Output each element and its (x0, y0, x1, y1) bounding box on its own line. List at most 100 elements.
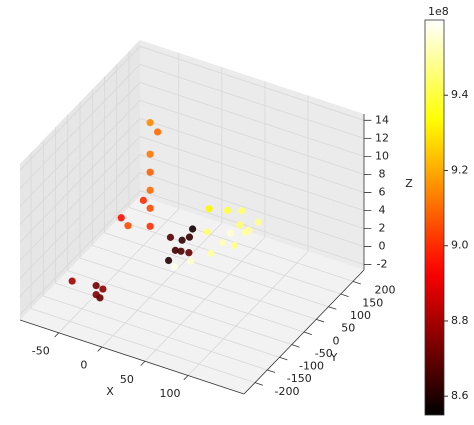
scatter-point (236, 221, 244, 229)
colorbar (424, 19, 445, 416)
scatter-point (241, 228, 249, 236)
scatter-point (68, 277, 76, 285)
scatter-point (223, 206, 232, 215)
scatter-point (178, 236, 186, 244)
scatter-point (124, 222, 132, 230)
scatter-point (230, 241, 238, 250)
y-tick-label: -100 (299, 360, 324, 373)
scatter-point (177, 247, 185, 255)
grid-line (139, 82, 365, 157)
y-tick (254, 382, 263, 386)
y-tick-label: 150 (362, 296, 383, 309)
grid-line (19, 100, 141, 225)
grid-line (139, 63, 365, 139)
x-tick (140, 360, 146, 366)
grid-line (19, 46, 141, 171)
scatter-point (203, 228, 211, 236)
scatter-point (171, 263, 179, 271)
grid-line (43, 295, 268, 371)
grid-line (19, 172, 141, 297)
scatter-point (146, 150, 154, 158)
colorbar-tick-label: 8.8 (451, 314, 469, 327)
x-tick-label: -50 (32, 344, 50, 357)
y-tick (303, 331, 312, 335)
y-tick (352, 281, 361, 285)
z-tick-label: 8 (379, 167, 386, 180)
grid-line (19, 154, 141, 279)
scatter-point (99, 285, 107, 293)
scatter-point (254, 218, 262, 226)
y-tick (267, 369, 276, 373)
colorbar-tick-label: 8.6 (451, 389, 469, 402)
y-tick-label: 0 (333, 334, 340, 347)
x-tick-label: 100 (160, 387, 181, 400)
x-tick (183, 375, 189, 381)
z-tick-label: 6 (379, 185, 386, 198)
grid-line (19, 64, 141, 189)
scatter-point (238, 207, 246, 215)
scatter-point (185, 249, 193, 257)
grid-line (128, 207, 354, 282)
scatter-point (146, 119, 154, 127)
grid-line (67, 270, 292, 346)
scatter-point (117, 214, 125, 222)
scatter-point (153, 128, 162, 136)
y-axis-line (243, 269, 365, 395)
y-tick-label: 100 (350, 309, 371, 322)
z-tick-label: 12 (375, 131, 389, 144)
grid-line (30, 308, 256, 383)
grid-line (19, 190, 141, 315)
axes-panes (19, 40, 372, 395)
scatter-point (187, 257, 195, 265)
x-axis-label: X (106, 385, 114, 398)
scatter-point (185, 233, 194, 241)
scatter-point (171, 246, 179, 254)
scatter-point (205, 205, 213, 213)
colorbar-tick-label: 9.2 (451, 163, 469, 176)
scatter-point (146, 222, 154, 230)
z-tick-label: -2 (377, 258, 388, 271)
y-axis-label: Y (330, 351, 338, 364)
x-tick-label: 50 (120, 373, 134, 386)
scatter-point (146, 168, 154, 176)
grid-line (139, 136, 365, 211)
colorbar-tick-label: 9.0 (451, 239, 469, 252)
y-tick-label: -150 (287, 372, 312, 385)
grid-line (19, 136, 141, 261)
scatter-point (219, 239, 227, 247)
y-tick-label: 50 (341, 322, 355, 335)
y-tick-label: -200 (275, 385, 300, 398)
grid-line (139, 118, 365, 193)
scatter-point (188, 225, 197, 233)
grid-line (139, 45, 365, 121)
grid-line (92, 244, 317, 320)
y-tick (340, 293, 349, 298)
grid-line (79, 257, 305, 333)
z-tick-label: 0 (379, 240, 386, 253)
scatter-point (166, 233, 175, 241)
scatter-point (146, 186, 154, 194)
y-tick (328, 306, 337, 310)
y-tick (316, 318, 325, 323)
grid-line (139, 154, 365, 229)
scatter-point (165, 256, 173, 265)
z-tick-label: 2 (379, 222, 386, 235)
z-tick-label: 14 (375, 113, 389, 126)
y-tick-label: 200 (374, 284, 395, 297)
grid-line (139, 172, 365, 247)
scatter-point (226, 229, 235, 237)
scatter-point (207, 249, 215, 257)
grid-line (19, 118, 141, 243)
z-tick-label: 4 (379, 203, 386, 216)
colorbar-offset: 1e8 (428, 5, 449, 18)
x-tick (54, 332, 60, 338)
colorbar-tick-label: 9.4 (451, 88, 469, 101)
scatter-point (96, 294, 104, 302)
grid-line (116, 219, 341, 295)
grid-line (104, 232, 329, 308)
x-tick (97, 346, 103, 352)
z-tick-label: 10 (375, 149, 389, 162)
scatter-point (146, 204, 154, 212)
grid-line (19, 82, 141, 207)
